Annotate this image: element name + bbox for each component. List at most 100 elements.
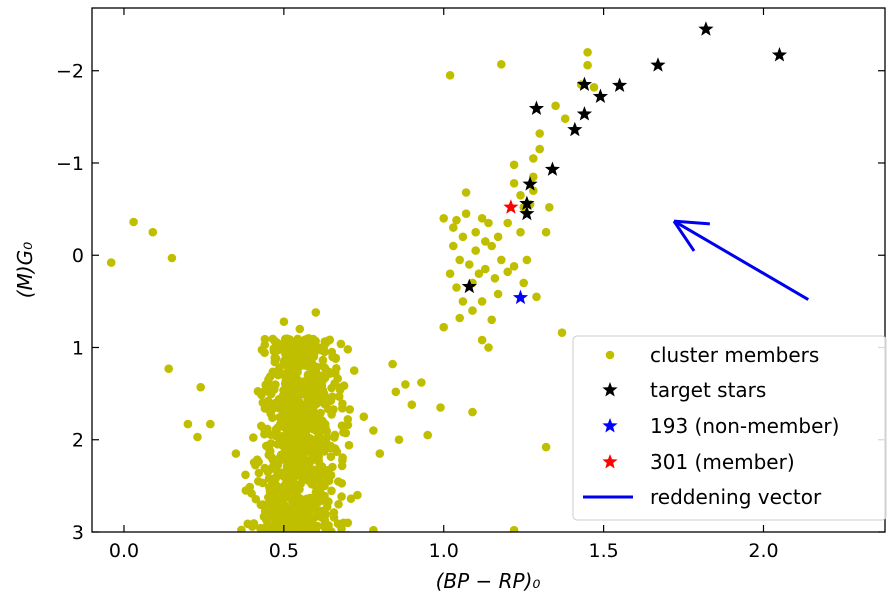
cluster-member-point: [311, 308, 321, 317]
cluster-member-point: [284, 396, 293, 405]
cluster-member-point: [270, 489, 279, 498]
cluster-member-point: [245, 482, 255, 492]
cluster-member-point: [310, 348, 320, 357]
cluster-member-point: [237, 525, 246, 532]
cluster-member-point: [290, 526, 300, 532]
target-star-marker: [592, 88, 609, 104]
cluster-member-point: [303, 438, 313, 448]
cluster-member-point: [320, 532, 329, 541]
cluster-member-point: [334, 500, 343, 509]
cluster-member-point: [290, 471, 300, 481]
cluster-member-point: [509, 525, 519, 532]
target-star-marker: [461, 278, 477, 294]
cluster-member-point: [487, 241, 497, 251]
cluster-member-point: [268, 413, 277, 423]
cluster-member-point: [516, 227, 525, 237]
cluster-member-point: [388, 359, 397, 369]
cluster-member-point: [183, 419, 193, 429]
cluster-member-point: [293, 360, 303, 370]
cluster-member-point: [349, 366, 359, 375]
y-tick-label: 3: [72, 522, 84, 544]
cluster-member-point: [287, 371, 297, 381]
cluster-member-point: [445, 269, 455, 279]
cluster-member-point: [271, 380, 280, 389]
cluster-member-point: [312, 528, 321, 532]
target-star-marker: [576, 76, 593, 92]
cluster-member-point: [106, 258, 116, 267]
cluster-member-point: [331, 354, 341, 364]
cluster-member-point: [285, 439, 294, 449]
cluster-member-point: [481, 264, 490, 274]
cluster-member-point: [345, 405, 355, 414]
cluster-member-point: [493, 289, 503, 299]
cluster-member-point: [299, 524, 309, 532]
cluster-member-point: [148, 227, 158, 237]
cluster-member-point: [338, 404, 347, 413]
cluster-member-point: [293, 334, 303, 344]
cluster-member-point: [322, 398, 331, 408]
cluster-member-point: [349, 532, 358, 541]
cluster-member-point: [497, 255, 506, 265]
cluster-member-point: [264, 384, 273, 394]
cluster-member-point: [319, 389, 329, 399]
cluster-member-point: [337, 492, 346, 501]
legend-label: 301 (member): [650, 450, 795, 474]
cluster-member-point: [331, 369, 340, 378]
cluster-member-point: [164, 364, 173, 374]
cluster-member-point: [304, 388, 313, 398]
x-axis-label: (BP − RP)₀: [436, 569, 541, 593]
cluster-member-point: [249, 433, 258, 442]
cluster-member-point: [332, 534, 341, 543]
cluster-member-point: [336, 339, 346, 349]
cluster-member-point: [332, 447, 342, 457]
cluster-member-point: [439, 214, 449, 223]
cluster-member-point: [286, 387, 296, 396]
cluster-member-point: [313, 383, 322, 393]
cluster-member-point: [284, 507, 294, 517]
cluster-member-point: [308, 360, 317, 369]
cluster-member-point: [295, 500, 304, 510]
cluster-member-point: [468, 407, 477, 417]
cluster-member-point: [529, 172, 538, 182]
target-star-marker: [528, 100, 545, 116]
cluster-member-point: [344, 440, 354, 450]
cluster-member-point: [458, 232, 468, 242]
cluster-member-point: [308, 465, 318, 474]
cluster-member-point: [309, 419, 318, 428]
cluster-member-point: [206, 419, 215, 429]
cluster-member-point: [320, 419, 330, 429]
cluster-member-point: [334, 536, 343, 545]
cluster-member-point: [258, 398, 268, 407]
cluster-member-point: [275, 514, 284, 524]
cluster-member-point: [196, 382, 205, 392]
cluster-member-point: [296, 531, 300, 532]
cluster-member-point: [284, 459, 294, 468]
cluster-member-point: [294, 518, 303, 527]
cluster-member-point: [327, 486, 336, 496]
cluster-member-point: [318, 535, 327, 544]
cluster-member-point: [276, 421, 286, 431]
cluster-member-point: [329, 405, 338, 414]
cluster-member-point: [407, 400, 417, 410]
cluster-member-point: [445, 71, 455, 80]
x-tick-label: 0.5: [269, 540, 299, 562]
cluster-member-point: [583, 60, 592, 70]
cluster-member-point: [193, 432, 202, 442]
cluster-member-point: [503, 267, 512, 277]
cluster-member-point: [253, 477, 263, 486]
legend-label: reddening vector: [650, 485, 822, 509]
cluster-member-point: [391, 387, 401, 397]
cluster-member-point: [287, 446, 297, 455]
cluster-member-point: [303, 334, 312, 344]
cluster-member-point: [369, 525, 378, 532]
y-tick-label: −1: [56, 153, 84, 175]
cluster-member-point: [529, 186, 538, 195]
cluster-member-point: [325, 335, 335, 345]
legend: cluster members target stars 193 (non-memb…: [572, 335, 887, 521]
cluster-member-point: [312, 533, 321, 542]
cluster-member-point: [343, 415, 353, 424]
cluster-member-point: [401, 380, 410, 389]
cluster-member-point: [455, 255, 465, 265]
cluster-member-point: [279, 408, 288, 418]
